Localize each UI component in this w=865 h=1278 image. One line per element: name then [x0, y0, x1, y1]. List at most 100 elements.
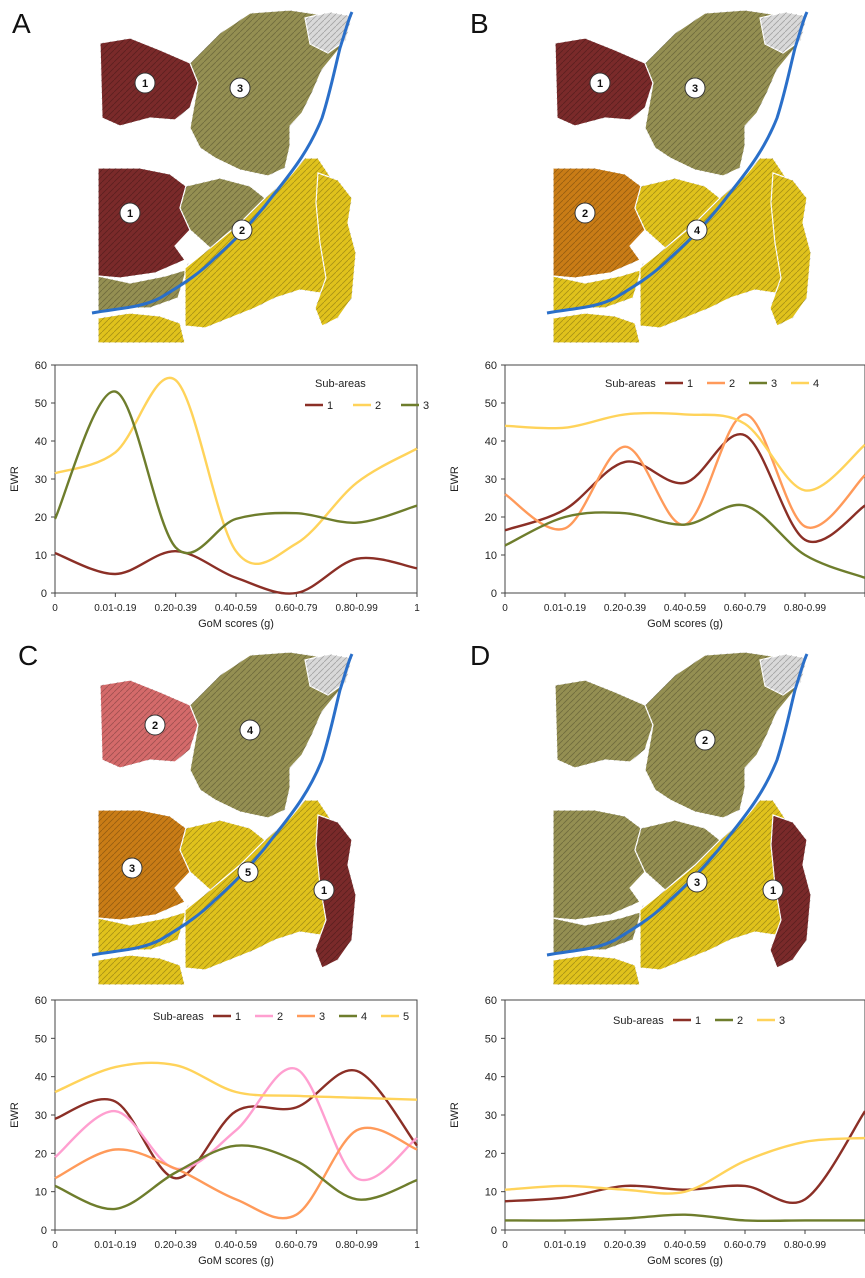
- y-tick-label: 50: [35, 1033, 47, 1045]
- map-area-label: 5: [237, 861, 259, 883]
- x-tick-label: 0.01-0.19: [544, 603, 587, 614]
- y-tick-label: 40: [485, 436, 497, 448]
- svg-text:5: 5: [245, 867, 251, 879]
- map-region-texture: [645, 652, 803, 818]
- y-tick-label: 40: [35, 1072, 47, 1084]
- y-axis-label: EWR: [449, 466, 461, 492]
- ewr-line-chart: 0 10 20 30 40 50 60 0 0.01-0.19 0.20-0.39 0.40-0.5…: [9, 995, 420, 1267]
- map-area-label: 2: [144, 714, 166, 736]
- legend-label: 1: [235, 1011, 241, 1023]
- map-area-label: 1: [119, 202, 141, 224]
- map-area-label: 3: [121, 857, 143, 879]
- map-region-texture: [553, 258, 645, 313]
- y-tick-label: 20: [35, 512, 47, 524]
- series-line-3: [504, 1136, 865, 1195]
- x-tick-label: 1: [414, 603, 420, 614]
- x-axis-label: GoM scores (g): [198, 618, 274, 630]
- map-region-texture: [553, 313, 640, 343]
- sub-area-map: 1 3 2 4: [546, 9, 812, 344]
- legend-label: 2: [729, 378, 735, 390]
- ewr-line-chart: 0 10 20 30 40 50 60 0 0.01-0.19 0.20-0.39 0.40-0.5…: [449, 995, 865, 1267]
- legend-label: 5: [403, 1011, 409, 1023]
- map-region-texture: [315, 815, 356, 968]
- map-region-texture: [98, 168, 190, 278]
- svg-text:2: 2: [152, 720, 158, 732]
- x-axis-label: GoM scores (g): [198, 1255, 274, 1267]
- svg-text:2: 2: [239, 225, 245, 237]
- y-tick-label: 40: [35, 436, 47, 448]
- legend-label: 3: [779, 1015, 785, 1027]
- map-region-texture: [770, 173, 811, 326]
- map-region-texture: [190, 652, 348, 818]
- svg-text:1: 1: [597, 78, 603, 90]
- map-area-label: 1: [313, 879, 335, 901]
- svg-text:2: 2: [582, 208, 588, 220]
- map-region-texture: [98, 313, 185, 343]
- y-tick-label: 20: [35, 1148, 47, 1160]
- y-tick-label: 50: [485, 1033, 497, 1045]
- map-region-texture: [180, 820, 265, 890]
- plot-area: [54, 999, 418, 1231]
- series-line-2: [54, 376, 418, 565]
- x-tick-label: 0.20-0.39: [604, 603, 647, 614]
- x-tick-label: 0.80-0.99: [336, 603, 379, 614]
- series-line-2: [504, 413, 865, 531]
- x-tick-label: 0.20-0.39: [155, 1240, 198, 1251]
- svg-text:1: 1: [127, 208, 133, 220]
- svg-text:3: 3: [694, 877, 700, 889]
- legend-title: Sub-areas: [153, 1011, 204, 1023]
- x-tick-label: 0.80-0.99: [784, 1240, 827, 1251]
- x-tick-label: 0.01-0.19: [94, 603, 137, 614]
- series-line-1: [54, 549, 418, 595]
- x-tick-label: 0.40-0.59: [215, 1240, 258, 1251]
- river-line: [546, 11, 809, 315]
- legend-label: 1: [695, 1015, 701, 1027]
- series-line-1: [504, 1110, 865, 1205]
- svg-text:1: 1: [770, 885, 776, 897]
- legend-label: 2: [737, 1015, 743, 1027]
- y-axis-label: EWR: [449, 1102, 461, 1128]
- panel-letter: C: [18, 640, 39, 671]
- map-region-texture: [98, 258, 190, 313]
- y-axis-label: EWR: [9, 1102, 21, 1128]
- panel-letter: B: [470, 8, 489, 39]
- legend-label: 2: [277, 1011, 283, 1023]
- y-tick-label: 30: [485, 1110, 497, 1122]
- panel-letter: D: [470, 640, 491, 671]
- y-tick-label: 50: [485, 398, 497, 410]
- sub-area-map: 2 4 3 5 1: [91, 651, 357, 985]
- series-line-3: [54, 1126, 418, 1220]
- x-tick-label: 0.40-0.59: [215, 603, 258, 614]
- y-tick-label: 10: [35, 1187, 47, 1199]
- x-tick-label: 0: [502, 1240, 508, 1251]
- river-line: [91, 653, 354, 957]
- svg-text:2: 2: [702, 735, 708, 747]
- legend-label: 1: [327, 400, 333, 412]
- y-tick-label: 20: [485, 512, 497, 524]
- legend-title: Sub-areas: [315, 378, 366, 390]
- map-region-texture: [190, 10, 348, 176]
- sub-area-map: 1 3 1 2: [91, 9, 357, 344]
- map-region-texture: [635, 820, 720, 890]
- x-tick-label: 0: [52, 1240, 58, 1251]
- x-tick-label: 0.60-0.79: [724, 1240, 767, 1251]
- map-region-texture: [553, 955, 640, 985]
- legend-label: 4: [813, 378, 819, 390]
- x-axis-label: GoM scores (g): [647, 1255, 723, 1267]
- legend-label: 3: [771, 378, 777, 390]
- legend: Sub-areas 1 2 3 4: [605, 378, 819, 390]
- legend-title: Sub-areas: [605, 378, 656, 390]
- x-tick-label: 1: [414, 1240, 420, 1251]
- x-axis-label: GoM scores (g): [647, 618, 723, 630]
- svg-text:1: 1: [142, 78, 148, 90]
- svg-text:3: 3: [129, 863, 135, 875]
- y-tick-label: 10: [35, 550, 47, 562]
- legend: Sub-areas 1 2 3: [613, 1015, 785, 1027]
- legend-label: 2: [375, 400, 381, 412]
- y-tick-label: 0: [41, 588, 47, 600]
- y-tick-label: 10: [485, 1187, 497, 1199]
- series-line-1: [54, 1069, 418, 1180]
- map-area-label: 3: [684, 77, 706, 99]
- series-line-5: [54, 1061, 418, 1101]
- series-line-1: [504, 433, 865, 544]
